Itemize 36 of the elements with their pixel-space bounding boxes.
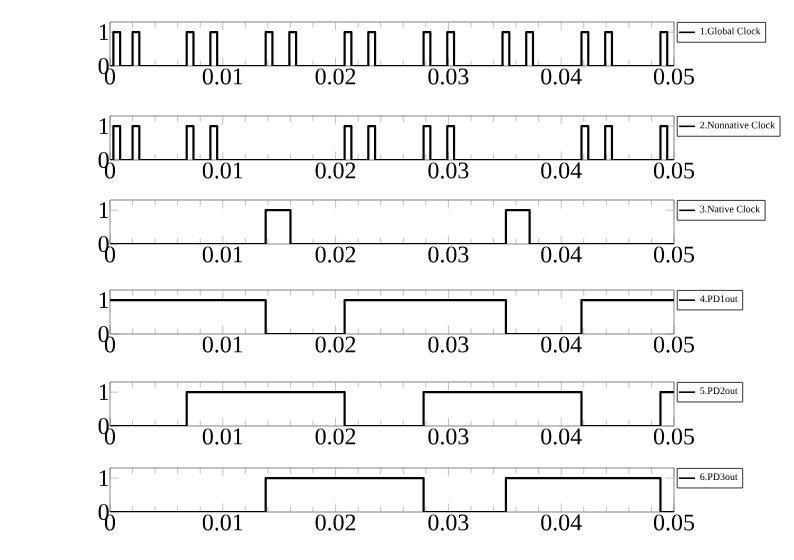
x-tick-label: 0.01 [202,514,243,531]
x-tick-label: 0.02 [315,68,356,85]
x-tick-label: 0.03 [428,68,469,85]
x-tick-label: 0.05 [653,336,694,353]
y-tick-label: 1 [99,202,109,219]
x-tick-label: 0.03 [428,336,469,353]
x-tick-label: 0.01 [202,162,243,179]
y-tick-label: 1 [99,292,109,309]
x-tick-label: 0.02 [315,428,356,445]
x-tick-label: 0.05 [653,246,694,263]
x-tick-label: 0.05 [653,162,694,179]
x-tick-label: 0.01 [202,336,243,353]
x-tick-label: 0.04 [541,68,582,85]
x-tick-label: 0.01 [202,246,243,263]
x-tick-label: 0.04 [541,428,582,445]
x-tick-label: 0.03 [428,162,469,179]
x-tick-label: 0.05 [653,514,694,531]
x-tick-label: 0.04 [541,514,582,531]
x-tick-label: 0.03 [428,514,469,531]
x-tick-label: 0.02 [315,514,356,531]
x-tick-label: 0.03 [428,428,469,445]
x-tick-label: 0.01 [202,428,243,445]
x-tick-label: 0.04 [541,162,582,179]
x-tick-label: 0.01 [202,68,243,85]
x-tick-label: 0.04 [541,336,582,353]
x-tick-label: 0.02 [315,336,356,353]
y-tick-label: 1 [99,470,109,487]
x-tick-label: 0.03 [428,246,469,263]
x-tick-label: 0.02 [315,162,356,179]
x-tick-label: 0.05 [653,428,694,445]
x-tick-label: 0.05 [653,68,694,85]
y-tick-label: 1 [99,118,109,135]
x-tick-label: 0.02 [315,246,356,263]
y-tick-label: 1 [99,24,109,41]
y-tick-label: 1 [99,384,109,401]
x-tick-label: 0.04 [541,246,582,263]
